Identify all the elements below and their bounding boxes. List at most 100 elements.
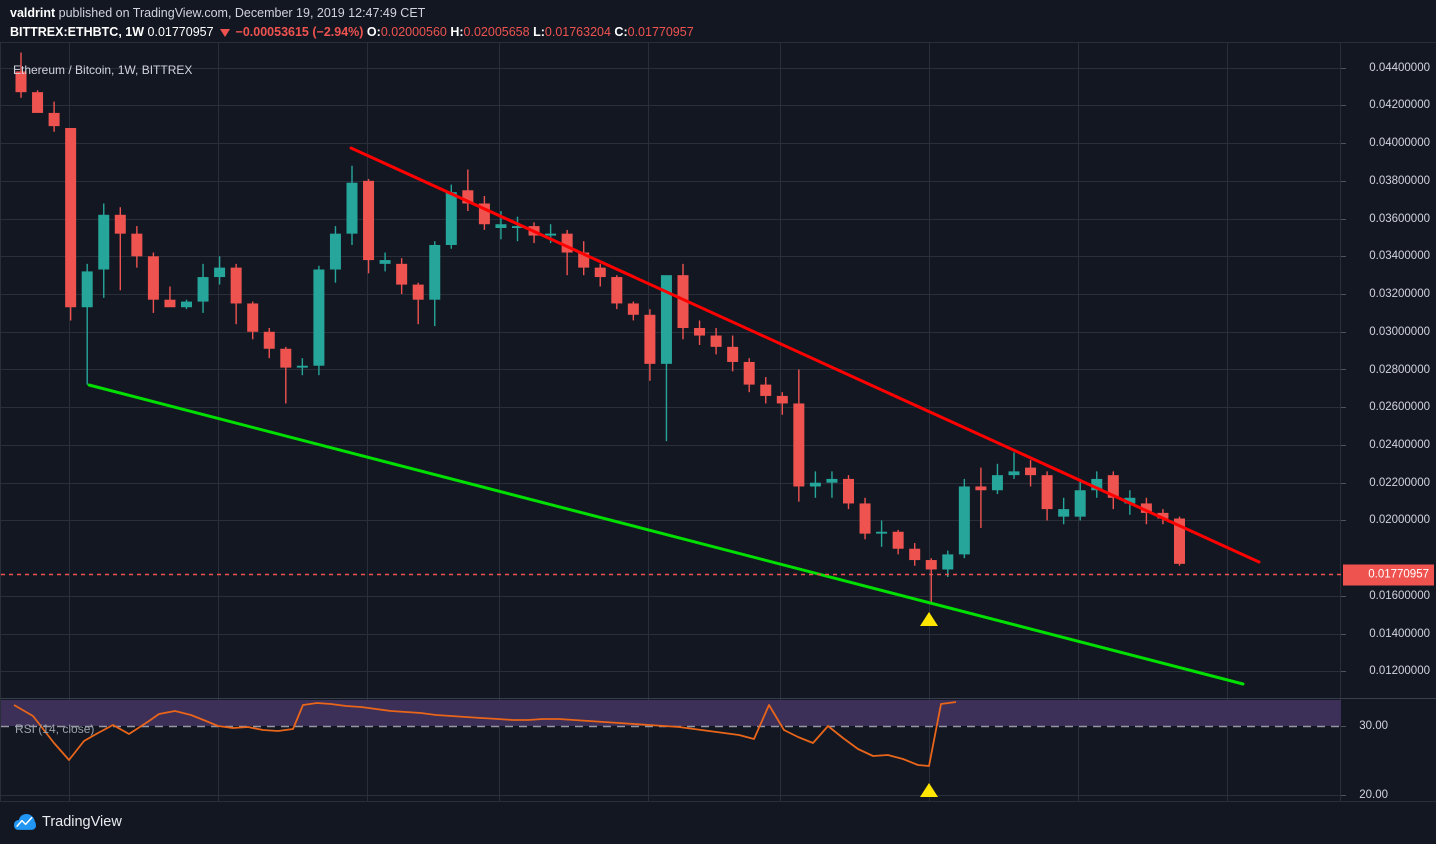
change-absolute: −0.00053615 [235, 25, 309, 39]
candle-body [627, 303, 639, 315]
candle-body [594, 267, 606, 278]
candle-body [164, 299, 176, 308]
price-axis-tick [1341, 445, 1346, 446]
price-axis-tick [1341, 671, 1346, 672]
author-name: valdrint [10, 6, 56, 20]
candle-body [98, 214, 110, 270]
price-axis-tick [1341, 407, 1346, 408]
candle-body [1157, 512, 1169, 519]
candle-body [892, 531, 904, 549]
candle-body [776, 395, 788, 404]
candle-body [363, 180, 375, 261]
candle-body [561, 233, 573, 253]
candle-body [495, 224, 507, 229]
chart-plot-area[interactable]: Ethereum / Bitcoin, 1W, BITTREX RSI (14,… [0, 42, 1342, 803]
price-axis-label: 0.02600000 [1369, 401, 1430, 414]
trendline-support[interactable] [87, 383, 1245, 686]
candle-body [760, 384, 772, 396]
low-key: L: [533, 25, 545, 39]
price-axis-tick [1341, 143, 1346, 144]
price-axis-tick [1341, 219, 1346, 220]
trendline-resistance[interactable] [349, 146, 1261, 564]
price-axis-tick [1341, 105, 1346, 106]
candle-body [975, 486, 987, 491]
candle-body [512, 226, 523, 229]
candle-body [147, 256, 159, 300]
candle-body [478, 203, 490, 225]
price-axis-label: 0.02200000 [1369, 476, 1430, 489]
high-value: 0.02005658 [463, 25, 530, 39]
candle-body [131, 233, 143, 257]
candle-body [644, 314, 656, 364]
price-axis-tick [1341, 634, 1346, 635]
price-axis-label: 0.04200000 [1369, 99, 1430, 112]
candle-body [1058, 509, 1070, 517]
candle-body [942, 554, 954, 570]
tradingview-cloud-icon [14, 813, 36, 830]
candle-body [859, 503, 871, 534]
price-axis-tick [1341, 483, 1346, 484]
price-axis-label: 0.01600000 [1369, 589, 1430, 602]
triangle-down-icon [220, 29, 231, 37]
price-axis-tick [1341, 596, 1346, 597]
rsi-line [13, 701, 957, 767]
price-axis-label: 0.02400000 [1369, 438, 1430, 451]
axis-pane-separator [1341, 698, 1436, 699]
candle-body [677, 275, 689, 328]
price-axis[interactable]: 0.04400000 0.04200000 0.04000000 0.03800000… [1341, 42, 1436, 802]
candle-body [346, 182, 358, 234]
buy-marker-rsi[interactable] [920, 783, 938, 797]
rsi-axis-tick [1341, 795, 1346, 796]
candle-body [991, 475, 1003, 491]
price-axis-label: 0.04000000 [1369, 137, 1430, 150]
candle-body [81, 271, 93, 308]
candle-body [545, 233, 557, 236]
candle-body [1174, 518, 1185, 564]
candle-body [958, 486, 970, 555]
candle-body [1091, 478, 1103, 491]
price-axis-tick [1341, 294, 1346, 295]
candle-body [247, 303, 259, 332]
publish-info-line: valdrint published on TradingView.com, D… [10, 6, 425, 20]
price-axis-tick [1341, 256, 1346, 257]
rsi-axis-label: 30.00 [1359, 720, 1388, 732]
rsi-axis-tick [1341, 726, 1346, 727]
price-axis-label: 0.03400000 [1369, 250, 1430, 263]
candle-body [843, 478, 854, 504]
change-percent: (−2.94%) [312, 25, 364, 39]
candle-body [1140, 503, 1152, 513]
candle-body [280, 348, 292, 368]
high-key: H: [450, 25, 464, 39]
candle-body [462, 190, 474, 204]
open-value: 0.02000560 [380, 25, 447, 39]
buy-marker-price[interactable] [920, 612, 938, 626]
candle-body [1008, 471, 1020, 476]
low-value: 0.01763204 [544, 25, 611, 39]
price-axis-tick [1341, 68, 1346, 69]
candle-body [1124, 497, 1136, 504]
candle-body [611, 277, 623, 304]
price-axis-label: 0.03000000 [1369, 325, 1430, 338]
candle-body [809, 482, 821, 487]
candle-body [15, 71, 27, 93]
candle-body [114, 214, 126, 234]
chart-legend: Ethereum / Bitcoin, 1W, BITTREX [13, 63, 193, 77]
symbol-interval-label: BITTREX:ETHBTC, 1W [10, 25, 145, 39]
chart-footer: TradingView [0, 802, 1436, 844]
chart-header: valdrint published on TradingView.com, D… [0, 0, 1436, 42]
open-key: O: [366, 25, 381, 39]
candle-body [197, 277, 209, 302]
candle-body [578, 252, 590, 268]
candle-body [727, 346, 739, 362]
price-axis-tick [1341, 520, 1346, 521]
candle-body [876, 531, 888, 534]
chart-canvas [1, 43, 1342, 803]
candle-body [65, 128, 77, 308]
current-price-badge[interactable]: 0.01770957 [1343, 564, 1434, 586]
close-value: 0.01770957 [627, 25, 694, 39]
candle-body [48, 112, 60, 127]
price-axis-label: 0.03600000 [1369, 212, 1430, 225]
publish-text: published on TradingView.com, December 1… [58, 6, 426, 20]
price-axis-label: 0.03200000 [1369, 288, 1430, 301]
